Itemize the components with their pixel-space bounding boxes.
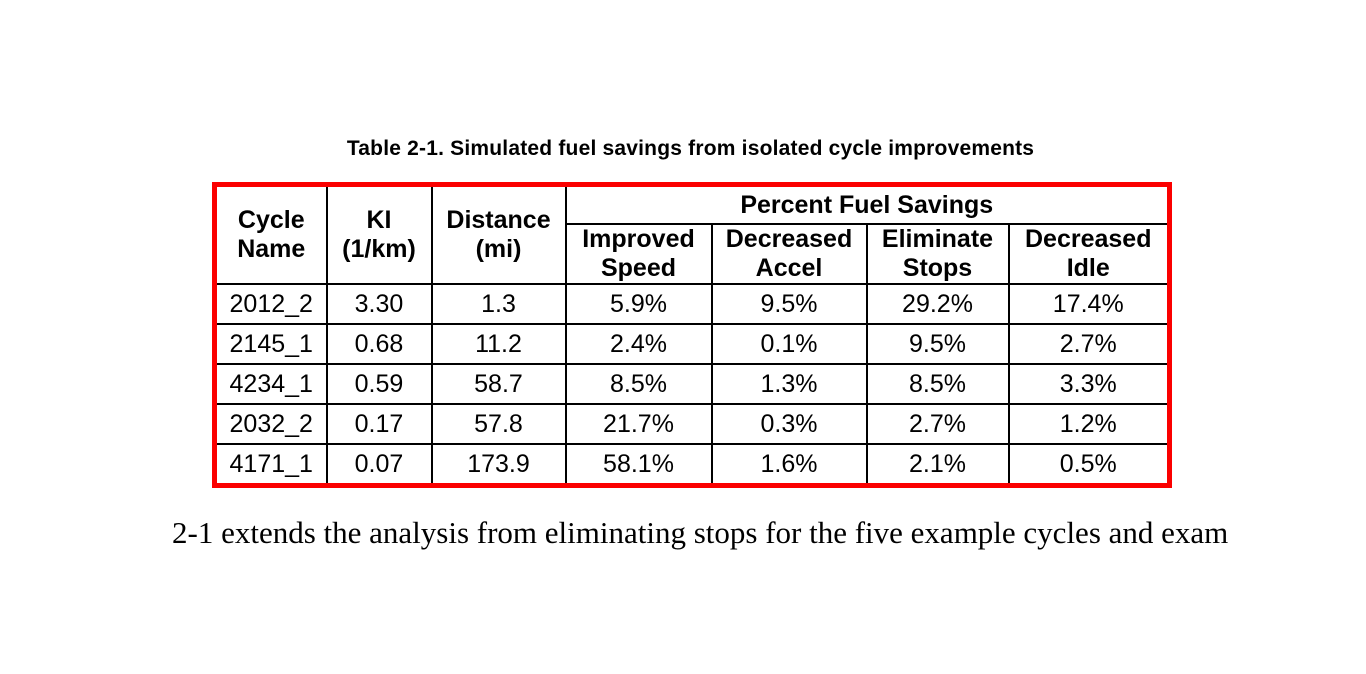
ki-cell: 0.59 bbox=[325, 363, 433, 405]
cycle-name-cell: 2012_2 bbox=[213, 283, 328, 325]
table-row: 2032_2 0.17 57.8 21.7% 0.3% 2.7% 1.2% bbox=[213, 403, 1171, 445]
group-header-percent-fuel-savings: Percent Fuel Savings bbox=[564, 183, 1171, 225]
distance-cell: 11.2 bbox=[430, 323, 567, 365]
distance-cell: 173.9 bbox=[430, 443, 567, 487]
cycle-name-cell: 4234_1 bbox=[213, 363, 328, 405]
improved-speed-cell: 21.7% bbox=[564, 403, 713, 445]
decreased-accel-cell: 1.3% bbox=[710, 363, 868, 405]
improved-speed-cell: 2.4% bbox=[564, 323, 713, 365]
column-header-cycle-name: Cycle Name bbox=[213, 183, 328, 285]
ki-cell: 0.07 bbox=[325, 443, 433, 487]
column-header-distance: Distance (mi) bbox=[430, 183, 567, 285]
table-row: 4171_1 0.07 173.9 58.1% 1.6% 2.1% 0.5% bbox=[213, 443, 1171, 487]
table-row: 2012_2 3.30 1.3 5.9% 9.5% 29.2% 17.4% bbox=[213, 283, 1171, 325]
decreased-idle-cell: 17.4% bbox=[1007, 283, 1171, 325]
decreased-accel-cell: 0.1% bbox=[710, 323, 868, 365]
eliminate-stops-cell: 2.7% bbox=[865, 403, 1010, 445]
ki-cell: 3.30 bbox=[325, 283, 433, 325]
cycle-name-cell: 2145_1 bbox=[213, 323, 328, 365]
decreased-accel-cell: 0.3% bbox=[710, 403, 868, 445]
improved-speed-cell: 5.9% bbox=[564, 283, 713, 325]
table-row: 4234_1 0.59 58.7 8.5% 1.3% 8.5% 3.3% bbox=[213, 363, 1171, 405]
decreased-accel-cell: 9.5% bbox=[710, 283, 868, 325]
cycle-name-cell: 2032_2 bbox=[213, 403, 328, 445]
column-header-eliminate-stops: Eliminate Stops bbox=[865, 223, 1010, 285]
column-header-decreased-idle: Decreased Idle bbox=[1007, 223, 1171, 285]
column-header-ki: KI (1/km) bbox=[325, 183, 433, 285]
body-text: 2-1 extends the analysis from eliminatin… bbox=[172, 515, 1229, 550]
decreased-accel-cell: 1.6% bbox=[710, 443, 868, 487]
ki-cell: 0.17 bbox=[325, 403, 433, 445]
cycle-name-cell: 4171_1 bbox=[213, 443, 328, 487]
column-header-decreased-accel: Decreased Accel bbox=[710, 223, 868, 285]
decreased-idle-cell: 3.3% bbox=[1007, 363, 1171, 405]
table-title: Table 2-1. Simulated fuel savings from i… bbox=[346, 137, 1035, 160]
eliminate-stops-cell: 2.1% bbox=[865, 443, 1010, 487]
column-header-improved-speed: Improved Speed bbox=[564, 223, 713, 285]
distance-cell: 57.8 bbox=[430, 403, 567, 445]
eliminate-stops-cell: 29.2% bbox=[865, 283, 1010, 325]
header-row-group: Cycle Name KI (1/km) Distance (mi) Perce… bbox=[213, 183, 1171, 285]
decreased-idle-cell: 1.2% bbox=[1007, 403, 1171, 445]
decreased-idle-cell: 2.7% bbox=[1007, 323, 1171, 365]
header-row-sub: Improved Speed Decreased Accel Eliminate… bbox=[215, 223, 1171, 285]
ki-cell: 0.68 bbox=[325, 323, 433, 365]
eliminate-stops-cell: 9.5% bbox=[865, 323, 1010, 365]
improved-speed-cell: 8.5% bbox=[564, 363, 713, 405]
decreased-idle-cell: 0.5% bbox=[1007, 443, 1171, 487]
eliminate-stops-cell: 8.5% bbox=[865, 363, 1010, 405]
fuel-savings-table: Cycle Name KI (1/km) Distance (mi) Perce… bbox=[212, 182, 1172, 488]
table-row: 2145_1 0.68 11.2 2.4% 0.1% 9.5% 2.7% bbox=[213, 323, 1171, 365]
distance-cell: 58.7 bbox=[430, 363, 567, 405]
distance-cell: 1.3 bbox=[430, 283, 567, 325]
improved-speed-cell: 58.1% bbox=[564, 443, 713, 487]
